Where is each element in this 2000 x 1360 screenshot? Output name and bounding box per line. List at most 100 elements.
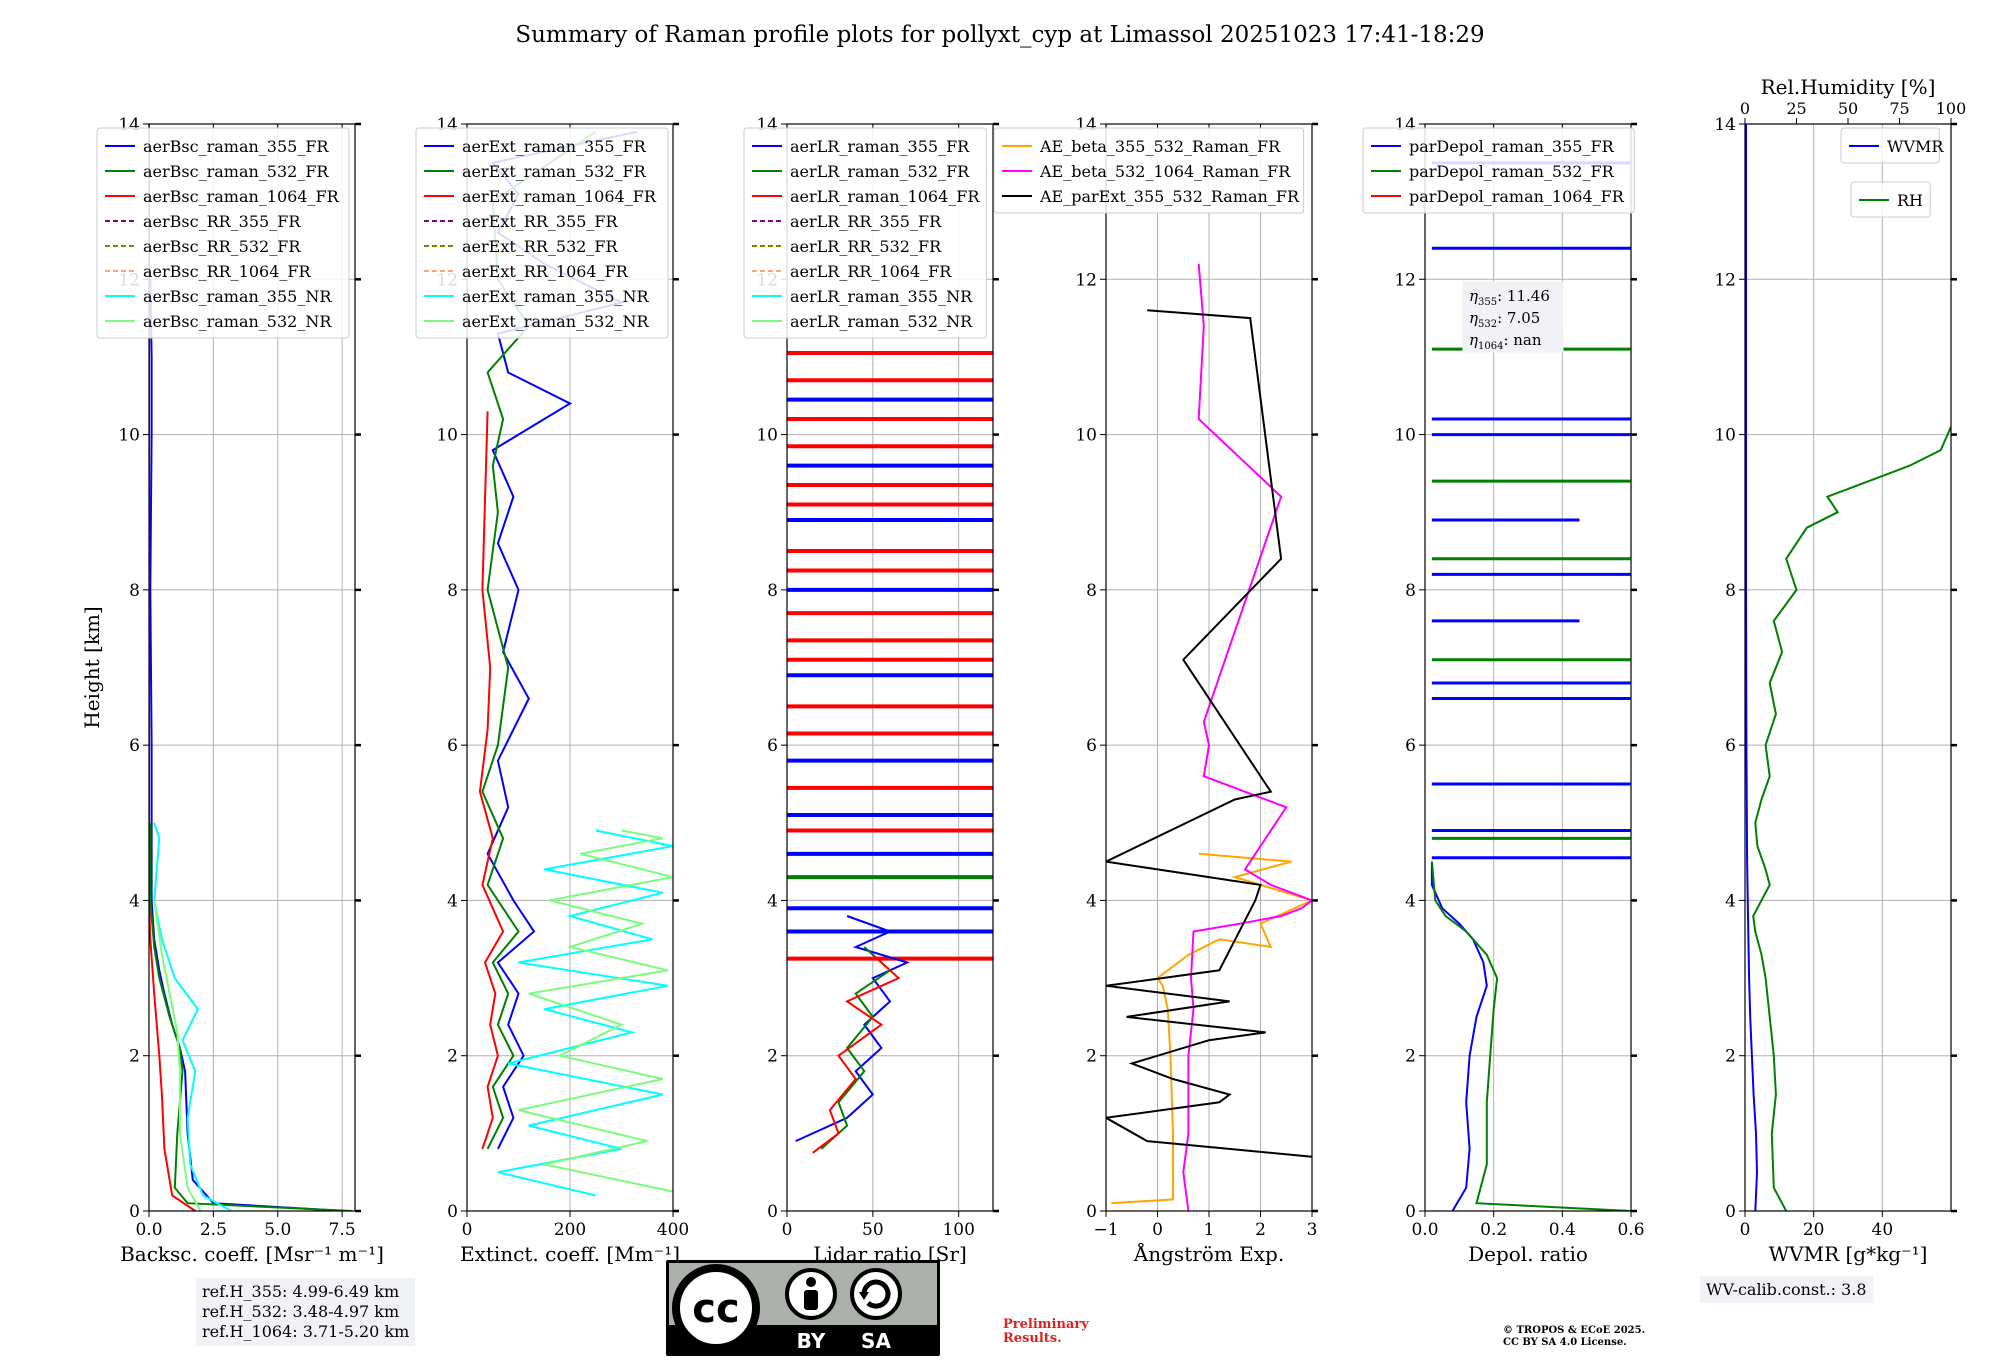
x-tick-label: 200 [554,1220,586,1240]
legend-entry: aerLR_raman_532_NR [790,312,973,331]
legend-backscatter: aerBsc_raman_355_FR aerBsc_raman_532_FRae… [96,127,350,339]
y-tick-label: 8 [129,581,140,601]
copyright-line-1: © TROPOS & ECoE 2025. [1503,1325,1646,1336]
data-layer [1745,124,1951,1211]
cc-by-sa-badge: cc BY SA [666,1260,940,1356]
legend-entry: aerLR_RR_1064_FR [790,262,952,281]
y-tick-label: 0 [1725,1202,1736,1222]
series-aerBsc_raman_355_NR [153,822,232,1211]
x-tick-label: 40 [1872,1220,1894,1240]
y-tick-label: 6 [1405,736,1416,756]
y-tick-label: 8 [447,581,458,601]
x-tick-label: 50 [862,1220,884,1240]
legend-entry: aerBsc_RR_532_FR [143,237,301,256]
x-tick-label: 0.4 [1549,1220,1576,1240]
legend-entry: parDepol_raman_1064_FR [1409,187,1625,206]
top-x-tick-label: 100 [1936,99,1967,118]
legend-box [415,127,669,339]
x-tick-label: 7.5 [329,1220,356,1240]
legend-box [1850,181,1931,218]
y-tick-label: 10 [1075,426,1097,446]
legend-entry: aerExt_RR_1064_FR [462,262,629,281]
legend-entry: aerExt_raman_532_FR [462,162,647,181]
preliminary-line-1: Preliminary [1003,1317,1089,1332]
legend-entry: aerLR_RR_355_FR [790,212,942,231]
y-tick-label: 2 [1086,1047,1097,1067]
y-axis-label: Height [km] [80,606,104,728]
data-layer [1430,161,1631,1211]
legend-entry: aerLR_raman_355_NR [790,287,973,306]
ref-height-1064: ref.H_1064: 3.71-5.20 km [202,1322,410,1341]
legend-entry: WVMR [1887,137,1944,156]
legend-entry: aerLR_RR_532_FR [790,237,942,256]
y-tick-label: 4 [1725,891,1736,911]
legend-entry: aerExt_RR_532_FR [462,237,619,256]
legend-water_vapor: WVMR [1840,127,1944,164]
x-tick-label: 0.0 [135,1220,162,1240]
series-parDepol_raman_532_FR [1430,861,1631,1211]
legend-entry: AE_parExt_355_532_Raman_FR [1039,187,1300,206]
sa-label: SA [861,1329,891,1353]
y-tick-label: 8 [767,581,778,601]
y-tick-label: 6 [447,736,458,756]
x-tick-label: 0.6 [1617,1220,1644,1240]
sa-share-icon [850,1268,902,1320]
reference-height-box: ref.H_355: 4.99-6.49 km ref.H_532: 3.48-… [196,1278,416,1346]
x-axis-label: Ångström Exp. [1133,1241,1284,1266]
legend-entry: AE_beta_355_532_Raman_FR [1039,137,1281,156]
y-tick-label: 2 [1405,1047,1416,1067]
y-tick-label: 4 [1086,891,1097,911]
y-tick-label: 0 [129,1202,140,1222]
legend-entry: RH [1897,191,1923,210]
y-tick-label: 10 [1714,426,1736,446]
ref-height-355: ref.H_355: 4.99-6.49 km [202,1282,400,1301]
series-parDepol_raman_355_355_FR [1430,861,1488,1211]
y-tick-label: 2 [129,1047,140,1067]
y-tick-label: 10 [756,426,778,446]
axes-frame [786,123,994,1212]
legend-entry: aerExt_raman_1064_FR [462,187,657,206]
x-tick-label: −1 [1093,1220,1118,1240]
y-tick-label: 6 [767,736,778,756]
copyright-note: © TROPOS & ECoE 2025. CC BY SA 4.0 Licen… [1503,1325,1645,1349]
x-tick-label: 400 [657,1220,689,1240]
panel-lidar_ratio: 05010002468101214Lidar ratio [Sr]aerLR_r… [743,115,999,1266]
y-tick-label: 10 [1394,426,1416,446]
x-tick-label: 2 [1255,1220,1266,1240]
x-tick-label: 2.5 [200,1220,227,1240]
y-tick-label: 4 [129,891,140,911]
legend-box [96,127,350,339]
x-axis-label: Backsc. coeff. [Msr⁻¹ m⁻¹] [120,1242,384,1266]
legend-entry: aerBsc_raman_355_NR [143,287,332,306]
x-tick-label: 0 [782,1220,793,1240]
y-tick-label: 4 [767,891,778,911]
eta-line-1064: η1064: nan [1469,331,1542,352]
top-x-tick-label: 0 [1740,99,1750,118]
panel-backscatter: 0.02.55.07.502468101214Backsc. coeff. [M… [80,115,384,1266]
y-tick-label: 6 [129,736,140,756]
y-tick-label: 2 [447,1047,458,1067]
y-tick-label: 0 [1405,1202,1416,1222]
x-tick-label: 0.0 [1411,1220,1438,1240]
legend-entry: aerBsc_raman_532_FR [143,162,329,181]
ref-height-532: ref.H_532: 3.48-4.97 km [202,1302,400,1321]
preliminary-line-2: Results. [1003,1331,1062,1346]
series-aerExt_raman_1064_FR [478,411,505,1150]
by-label: BY [797,1329,826,1353]
legend-entry: aerExt_raman_355_FR [462,137,647,156]
y-tick-label: 10 [436,426,458,446]
x-tick-label: 3 [1307,1220,1318,1240]
cc-logo-icon [672,1264,760,1352]
x-tick-label: 20 [1803,1220,1825,1240]
legend-entry: aerLR_raman_1064_FR [790,187,980,206]
legend-entry: aerExt_raman_355_NR [462,287,650,306]
legend-entry: parDepol_raman_532_FR [1409,162,1615,181]
series-aerExt_raman_355_NR [497,829,673,1197]
y-tick-label: 12 [1394,270,1416,290]
series-aerLR_raman_532_FR [820,946,892,1150]
